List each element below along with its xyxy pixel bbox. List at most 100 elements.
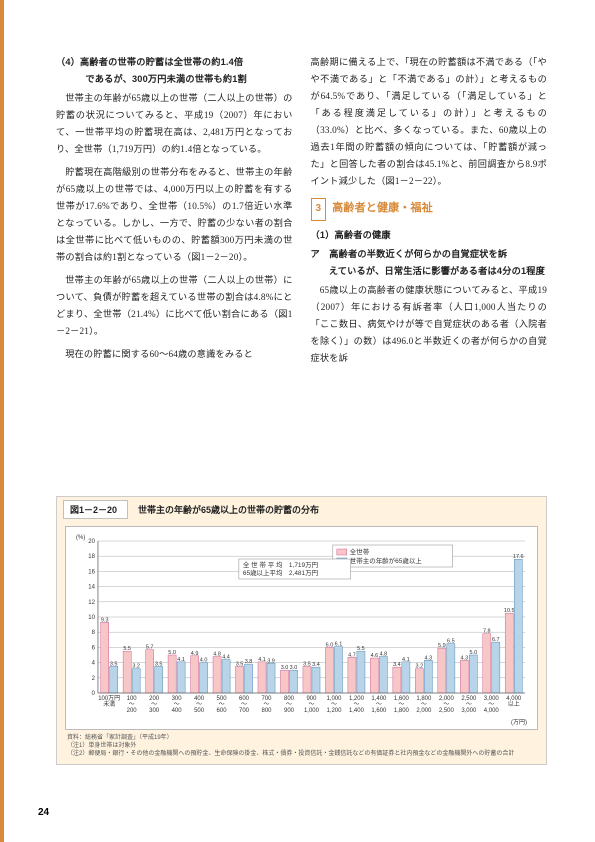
subheading-1: （1）高齢者の健康 — [311, 227, 548, 244]
svg-text:4: 4 — [92, 661, 96, 667]
svg-text:1,600〜1,800: 1,600〜1,800 — [394, 696, 410, 714]
svg-text:4.8: 4.8 — [380, 652, 388, 658]
section-number-box: 3 — [311, 198, 327, 221]
svg-text:4.1: 4.1 — [258, 657, 266, 663]
svg-text:100万円未満: 100万円未満 — [98, 695, 120, 708]
svg-text:(万円): (万円) — [511, 719, 527, 726]
svg-text:0: 0 — [92, 691, 96, 697]
svg-text:3.0: 3.0 — [281, 665, 289, 671]
svg-text:9.3: 9.3 — [101, 617, 109, 623]
svg-text:6.0: 6.0 — [326, 642, 334, 648]
svg-text:800〜900: 800〜900 — [284, 696, 295, 714]
paragraph: 現在の貯蓄に関する60〜64歳の意識をみると — [56, 346, 293, 363]
title-line1: （4）高齢者の世帯の貯蓄は全世帯の約1.4倍 — [56, 57, 243, 67]
svg-text:1,800〜2,000: 1,800〜2,000 — [416, 696, 432, 714]
paragraph: 世帯主の年齢が65歳以上の世帯（二人以上の世帯）の貯蓄の状況についてみると、平成… — [56, 90, 293, 158]
svg-text:4.7: 4.7 — [348, 652, 356, 658]
svg-text:4.8: 4.8 — [213, 652, 221, 658]
svg-text:3.8: 3.8 — [245, 659, 253, 665]
svg-text:17.6: 17.6 — [513, 554, 524, 560]
content-area: （4）高齢者の世帯の貯蓄は全世帯の約1.4倍 であるが、300万円未満の世帯も約… — [0, 0, 595, 373]
svg-text:(%): (%) — [76, 535, 85, 541]
paragraph: 65歳以上の高齢者の健康状態についてみると、平成19（2007）年における有訴者… — [311, 282, 548, 367]
svg-text:20: 20 — [88, 539, 95, 545]
svg-text:500〜600: 500〜600 — [217, 696, 228, 714]
svg-text:16: 16 — [88, 569, 95, 575]
svg-text:10.5: 10.5 — [504, 608, 515, 614]
svg-text:3.5: 3.5 — [110, 661, 118, 667]
svg-text:12: 12 — [88, 600, 95, 606]
svg-text:4.3: 4.3 — [461, 655, 469, 661]
figure-1-2-20: 図1－2－20 世帯主の年齢が65歳以上の世帯の貯蓄の分布 (%) 0 2 4 6 8 10… — [56, 496, 547, 765]
svg-text:3.5: 3.5 — [155, 661, 163, 667]
svg-text:6.5: 6.5 — [447, 639, 455, 645]
svg-text:700〜800: 700〜800 — [262, 696, 273, 714]
svg-text:4.0: 4.0 — [200, 658, 208, 664]
page-edge-decoration — [0, 0, 4, 842]
svg-text:7.8: 7.8 — [483, 629, 491, 635]
svg-text:3.2: 3.2 — [416, 664, 424, 670]
svg-text:6.7: 6.7 — [492, 637, 500, 643]
svg-text:4.6: 4.6 — [371, 653, 379, 659]
title-line2: であるが、300万円未満の世帯も約1割 — [65, 71, 292, 88]
svg-text:600〜700: 600〜700 — [239, 696, 250, 714]
svg-text:5.7: 5.7 — [146, 645, 154, 651]
svg-text:4.1: 4.1 — [177, 657, 185, 663]
svg-text:4.3: 4.3 — [425, 655, 433, 661]
svg-text:2,500〜3,000: 2,500〜3,000 — [461, 696, 477, 714]
svg-text:5.0: 5.0 — [470, 650, 478, 656]
svg-text:5.9: 5.9 — [438, 643, 446, 649]
svg-text:4.9: 4.9 — [191, 651, 199, 657]
svg-text:400〜500: 400〜500 — [194, 696, 205, 714]
svg-text:3.9: 3.9 — [267, 658, 275, 664]
svg-text:6.1: 6.1 — [335, 642, 343, 648]
svg-text:3,000〜4,000: 3,000〜4,000 — [484, 696, 500, 714]
svg-text:2,000〜2,500: 2,000〜2,500 — [439, 696, 455, 714]
section-title-text: 高齢者と健康・福祉 — [332, 202, 433, 214]
paragraph: 貯蓄現在高階級別の世帯分布をみると、世帯主の年齢が65歳以上の世帯では、4,00… — [56, 164, 293, 266]
subheading-2: ア 高齢者の半数近くが何らかの自覚症状を訴 えているが、日常生活に影響がある者は… — [311, 246, 548, 280]
right-column: 高齢期に備える上で、「現在の貯蓄額は不満である（「やや不満である」と「不満である… — [311, 54, 548, 373]
svg-text:5.5: 5.5 — [357, 646, 365, 652]
svg-text:1,200〜1,400: 1,200〜1,400 — [349, 696, 365, 714]
subhead2-line1: ア 高齢者の半数近くが何らかの自覚症状を訴 — [311, 249, 508, 259]
page-number: 24 — [38, 807, 49, 818]
svg-text:3.2: 3.2 — [132, 664, 140, 670]
svg-text:全 世 帯 平 均 1,719万円: 全 世 帯 平 均 1,719万円 — [243, 560, 318, 569]
svg-text:5.0: 5.0 — [168, 650, 176, 656]
bar-chart: (%) 0 2 4 6 8 10 12 14 16 18 20 9.3 3.5 100万円未満 5.5 3.2 1… — [72, 533, 531, 727]
svg-text:1,000〜1,200: 1,000〜1,200 — [326, 696, 342, 714]
svg-text:65歳以上平均 2,481万円: 65歳以上平均 2,481万円 — [243, 568, 318, 577]
footnote-line: （注2）郵便局・銀行・その他の金融機関への預貯金、生命保険の掛金、株式・債券・投… — [67, 750, 536, 758]
left-column: （4）高齢者の世帯の貯蓄は全世帯の約1.4倍 であるが、300万円未満の世帯も約… — [56, 54, 293, 373]
svg-text:14: 14 — [88, 585, 95, 591]
svg-text:100〜200: 100〜200 — [127, 696, 138, 714]
svg-text:4,000以上: 4,000以上 — [506, 696, 522, 708]
subhead2-line2: えているが、日常生活に影響がある者は4分の1程度 — [320, 263, 547, 280]
footnote-line: （注1）単身世帯は対象外 — [67, 742, 536, 750]
figure-title: 世帯主の年齢が65歳以上の世帯の貯蓄の分布 — [138, 503, 319, 516]
svg-text:5.5: 5.5 — [123, 646, 131, 652]
footnote-line: 資料：総務省「家計調査」（平成19年） — [67, 734, 536, 742]
svg-text:3.0: 3.0 — [290, 665, 298, 671]
chart-container: (%) 0 2 4 6 8 10 12 14 16 18 20 9.3 3.5 100万円未満 5.5 3.2 1… — [65, 526, 538, 730]
svg-text:18: 18 — [88, 554, 95, 560]
svg-text:2: 2 — [92, 676, 96, 682]
svg-text:3.5: 3.5 — [303, 661, 311, 667]
paragraph: 世帯主の年齢が65歳以上の世帯（二人以上の世帯）について、負債が貯蓄を超えている… — [56, 272, 293, 340]
svg-text:全世帯: 全世帯 — [350, 547, 370, 556]
svg-text:10: 10 — [88, 615, 95, 621]
figure-footnotes: 資料：総務省「家計調査」（平成19年） （注1）単身世帯は対象外 （注2）郵便局… — [57, 730, 546, 758]
paragraph: 高齢期に備える上で、「現在の貯蓄額は不満である（「やや不満である」と「不満である… — [311, 54, 548, 190]
figure-title-row: 図1－2－20 世帯主の年齢が65歳以上の世帯の貯蓄の分布 — [57, 497, 546, 526]
svg-text:8: 8 — [92, 630, 96, 636]
subsection-4-title: （4）高齢者の世帯の貯蓄は全世帯の約1.4倍 であるが、300万円未満の世帯も約… — [56, 54, 293, 88]
svg-text:4.1: 4.1 — [402, 657, 410, 663]
svg-text:4.4: 4.4 — [222, 655, 230, 661]
figure-badge: 図1－2－20 — [63, 500, 128, 519]
svg-text:300〜400: 300〜400 — [172, 696, 183, 714]
svg-text:3.4: 3.4 — [312, 662, 320, 668]
section-3-heading: 3 高齢者と健康・福祉 — [311, 198, 548, 221]
svg-text:1,400〜1,600: 1,400〜1,600 — [371, 696, 387, 714]
svg-text:6: 6 — [92, 645, 96, 651]
